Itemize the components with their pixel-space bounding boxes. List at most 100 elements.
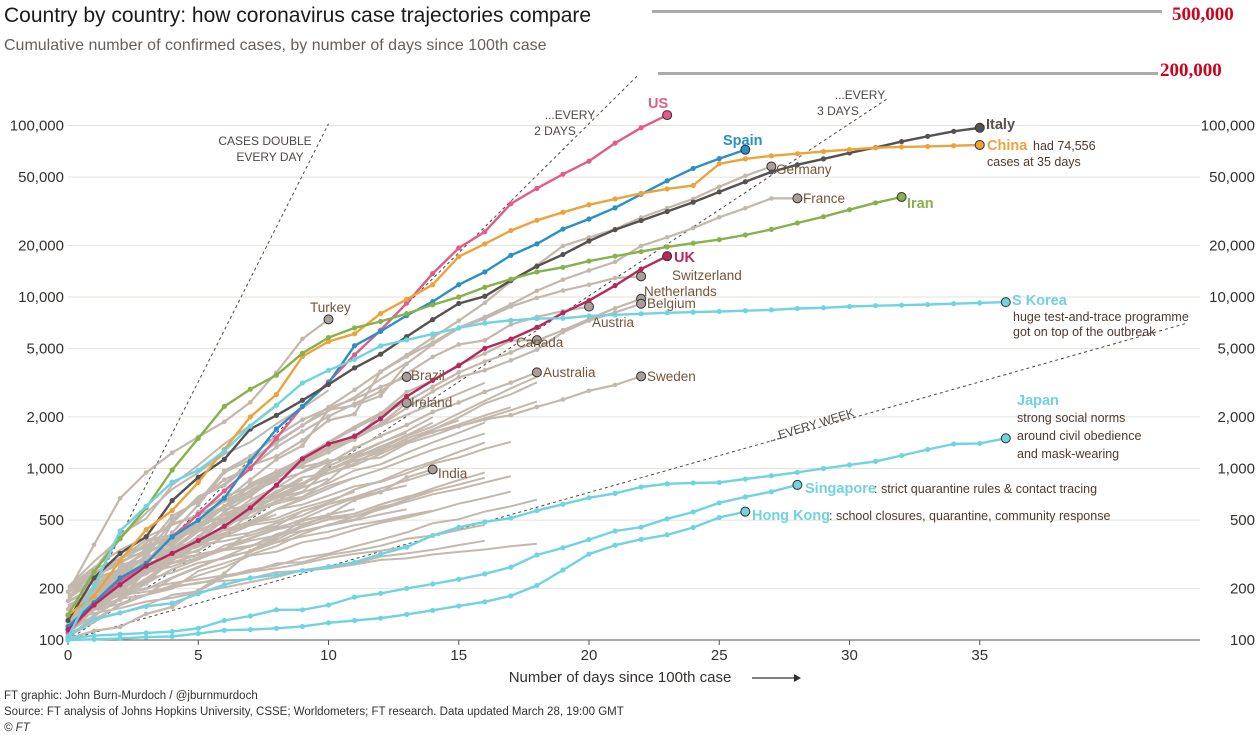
- data-point-italy: [768, 169, 774, 175]
- data-point-india: [222, 571, 227, 576]
- data-point-china: [456, 254, 462, 260]
- data-point-brazil: [65, 607, 71, 612]
- data-point-japan: [534, 508, 540, 514]
- data-point-spain: [117, 575, 123, 581]
- y-tick-label-left: 10,000: [18, 289, 64, 306]
- y-tick-label-left: 50,000: [18, 169, 64, 186]
- data-point-brazil: [248, 453, 253, 459]
- data-point-hong-kong: [430, 607, 436, 613]
- data-point-china: [169, 507, 175, 513]
- chart-subtitle: Cumulative number of confirmed cases, by…: [4, 37, 547, 54]
- data-point-iran: [794, 220, 801, 226]
- data-point-s-korea: [247, 423, 253, 429]
- data-point-belgium: [195, 534, 201, 540]
- data-point-singapore: [612, 528, 618, 534]
- overlay-label-200000: 200,000: [1160, 60, 1222, 81]
- x-tick-label: 5: [194, 647, 202, 664]
- data-point-hong-kong: [273, 625, 279, 631]
- data-point-uk: [508, 336, 514, 342]
- data-point-us: [456, 245, 462, 251]
- data-point-belgium: [586, 318, 592, 323]
- data-point-netherlands: [430, 384, 436, 390]
- data-point-uk: [534, 324, 540, 330]
- data-point-india: [300, 517, 305, 523]
- y-tick-label-right: 2,000: [1217, 409, 1255, 426]
- data-point-china: [143, 527, 149, 533]
- y-tick-label-left: 200: [39, 580, 64, 597]
- data-point-hong-kong: [65, 637, 71, 643]
- data-point-s-korea: [820, 305, 827, 311]
- data-point-sweden: [300, 464, 305, 470]
- data-point-france: [169, 530, 175, 535]
- data-point-uk: [91, 602, 97, 608]
- y-tick-label-left: 1,000: [26, 461, 64, 478]
- end-marker-turkey: [323, 314, 334, 325]
- y-tick-label-right: 1,000: [1217, 461, 1255, 478]
- data-point-singapore: [299, 607, 306, 613]
- data-point-italy: [273, 412, 279, 418]
- data-point-hong-kong: [664, 532, 670, 538]
- data-point-belgium: [326, 449, 331, 455]
- data-point-china: [872, 145, 879, 151]
- series-note-japan: strong social norms: [1017, 411, 1125, 425]
- data-point-turkey: [65, 589, 71, 595]
- data-point-iran: [378, 318, 384, 325]
- data-point-uk: [195, 537, 201, 544]
- data-point-brazil: [143, 545, 149, 550]
- data-point-spain: [195, 517, 201, 523]
- doubling-label-2-days: ...EVERY: [545, 108, 595, 122]
- data-point-uk: [65, 626, 71, 633]
- data-point-japan: [404, 544, 410, 550]
- data-point-spain: [351, 343, 358, 349]
- x-axis-label: Number of days since 100th case: [509, 669, 732, 686]
- data-point-japan: [91, 616, 97, 622]
- data-point-s-korea: [482, 320, 488, 326]
- data-point-belgium: [534, 347, 540, 352]
- data-point-singapore: [378, 590, 384, 596]
- data-point-s-korea: [143, 503, 149, 509]
- data-point-s-korea: [456, 325, 462, 331]
- data-point-australia: [300, 483, 305, 489]
- y-tick-label-left: 100: [39, 632, 64, 649]
- end-marker-japan: [1000, 433, 1011, 444]
- data-point-hong-kong: [690, 524, 696, 531]
- data-point-iran: [325, 334, 332, 341]
- data-point-china: [404, 296, 410, 302]
- data-point-singapore: [482, 571, 488, 577]
- data-point-sweden: [612, 382, 618, 388]
- data-point-hong-kong: [299, 623, 306, 630]
- data-point-netherlands: [117, 565, 123, 570]
- end-marker-australia: [531, 367, 542, 378]
- data-point-s-korea: [273, 402, 279, 408]
- y-tick-label-left: 500: [39, 512, 64, 529]
- data-point-belgium: [65, 598, 71, 604]
- data-point-germany: [716, 184, 722, 190]
- data-point-uk: [430, 377, 436, 383]
- data-point-s-korea: [560, 315, 566, 321]
- chart-title: Country by country: how coronavirus case…: [4, 4, 592, 27]
- data-point-austria: [352, 401, 357, 406]
- data-point-switzerland: [534, 295, 540, 301]
- data-point-sweden: [508, 412, 514, 418]
- data-point-china: [586, 202, 592, 208]
- data-point-italy: [716, 189, 722, 195]
- data-point-italy: [925, 133, 931, 139]
- data-point-singapore: [117, 631, 123, 637]
- data-point-iran: [664, 244, 670, 250]
- data-point-s-korea: [586, 313, 592, 319]
- data-point-japan: [664, 481, 670, 487]
- series-label-india: India: [438, 466, 468, 481]
- series-note-japan: around civil obedience: [1017, 429, 1141, 443]
- data-point-s-korea: [794, 305, 801, 312]
- series-line-brazil: [67, 375, 408, 611]
- data-point-s-korea: [404, 337, 410, 343]
- data-point-s-korea: [977, 300, 983, 306]
- data-point-india: [378, 489, 383, 495]
- data-point-iran: [716, 237, 722, 243]
- data-point-uk: [221, 523, 227, 529]
- data-point-uk: [456, 363, 462, 369]
- series-label-belgium: Belgium: [647, 296, 696, 311]
- end-marker-brazil: [401, 371, 412, 382]
- data-point-australia: [352, 445, 357, 451]
- data-point-hong-kong: [91, 636, 97, 642]
